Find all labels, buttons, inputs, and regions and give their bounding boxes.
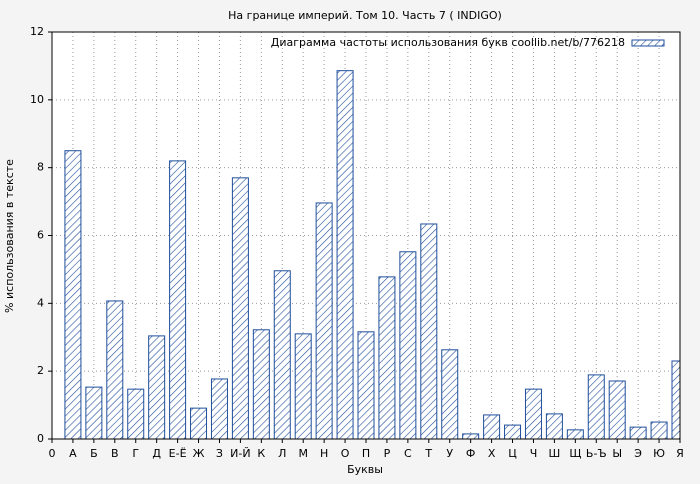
bar [210, 378, 228, 439]
bars [64, 70, 680, 439]
y-tick-label: 12 [30, 25, 44, 38]
y-tick-label: 4 [37, 296, 44, 309]
x-tick-label: З [216, 447, 223, 460]
bar [629, 426, 647, 439]
x-tick-label: Б [90, 447, 98, 460]
bar [336, 70, 354, 439]
bar [294, 333, 312, 439]
bar [462, 433, 480, 439]
bar [441, 349, 459, 439]
bar [566, 429, 584, 439]
x-tick-label: В [111, 447, 119, 460]
x-tick-label: Ч [530, 447, 538, 460]
x-tick-label: М [298, 447, 308, 460]
x-tick-label: И-Й [230, 447, 250, 460]
x-tick-label: Д [152, 447, 161, 460]
y-tick-label: 8 [37, 161, 44, 174]
x-tick-label: Щ [569, 447, 581, 460]
bar [106, 300, 124, 439]
bar [524, 388, 542, 439]
bar [127, 388, 145, 439]
bar [650, 421, 668, 439]
bar [64, 150, 82, 439]
y-tick-label: 2 [37, 364, 44, 377]
bar [169, 160, 187, 439]
x-tick-label: Н [320, 447, 328, 460]
bar [231, 177, 249, 439]
x-axis-label: Буквы [347, 463, 383, 476]
bar [545, 413, 563, 439]
bar [315, 202, 333, 439]
legend-label: Диаграмма частоты использования букв coo… [271, 36, 625, 49]
bar [273, 270, 291, 439]
bar [608, 380, 626, 439]
x-tick-label: Ы [612, 447, 622, 460]
x-tick-label: А [69, 447, 77, 460]
y-axis-label: % использования в тексте [3, 159, 16, 313]
x-tick-label: Х [488, 447, 496, 460]
bar [190, 407, 208, 439]
x-tick-label: Г [132, 447, 139, 460]
y-tick-label: 6 [37, 229, 44, 242]
bar [483, 414, 501, 439]
bar [148, 335, 166, 439]
x-tick-label: Ц [508, 447, 517, 460]
bar [85, 386, 103, 439]
y-tick-label: 10 [30, 93, 44, 106]
x-tick-label: П [362, 447, 370, 460]
x-tick-label: Ш [549, 447, 561, 460]
x-tick-label: У [446, 447, 453, 460]
bar [420, 223, 438, 439]
bar [587, 374, 605, 439]
bar [504, 424, 522, 439]
x-tick-label: Ж [193, 447, 205, 460]
chart-title: На границе империй. Том 10. Часть 7 ( IN… [228, 9, 502, 22]
x-tick-label: Я [676, 447, 684, 460]
x-tick-label: 0 [49, 447, 56, 460]
x-tick-label: Р [384, 447, 391, 460]
x-tick-label: Ф [466, 447, 475, 460]
legend-swatch [631, 39, 665, 47]
x-tick-label: Л [278, 447, 286, 460]
x-tick-label: С [404, 447, 412, 460]
bar [252, 329, 270, 439]
x-tick-label: Ь-Ъ [586, 447, 607, 460]
bar [357, 331, 375, 439]
x-tick-label: К [257, 447, 265, 460]
x-tick-label: Е-Ё [169, 447, 187, 460]
bar [378, 276, 396, 439]
bar [399, 251, 417, 439]
x-tick-label: О [341, 447, 350, 460]
bar [671, 360, 680, 439]
y-tick-label: 0 [37, 432, 44, 445]
x-tick-label: Э [634, 447, 642, 460]
x-tick-label: Т [424, 447, 432, 460]
x-tick-label: Ю [653, 447, 665, 460]
